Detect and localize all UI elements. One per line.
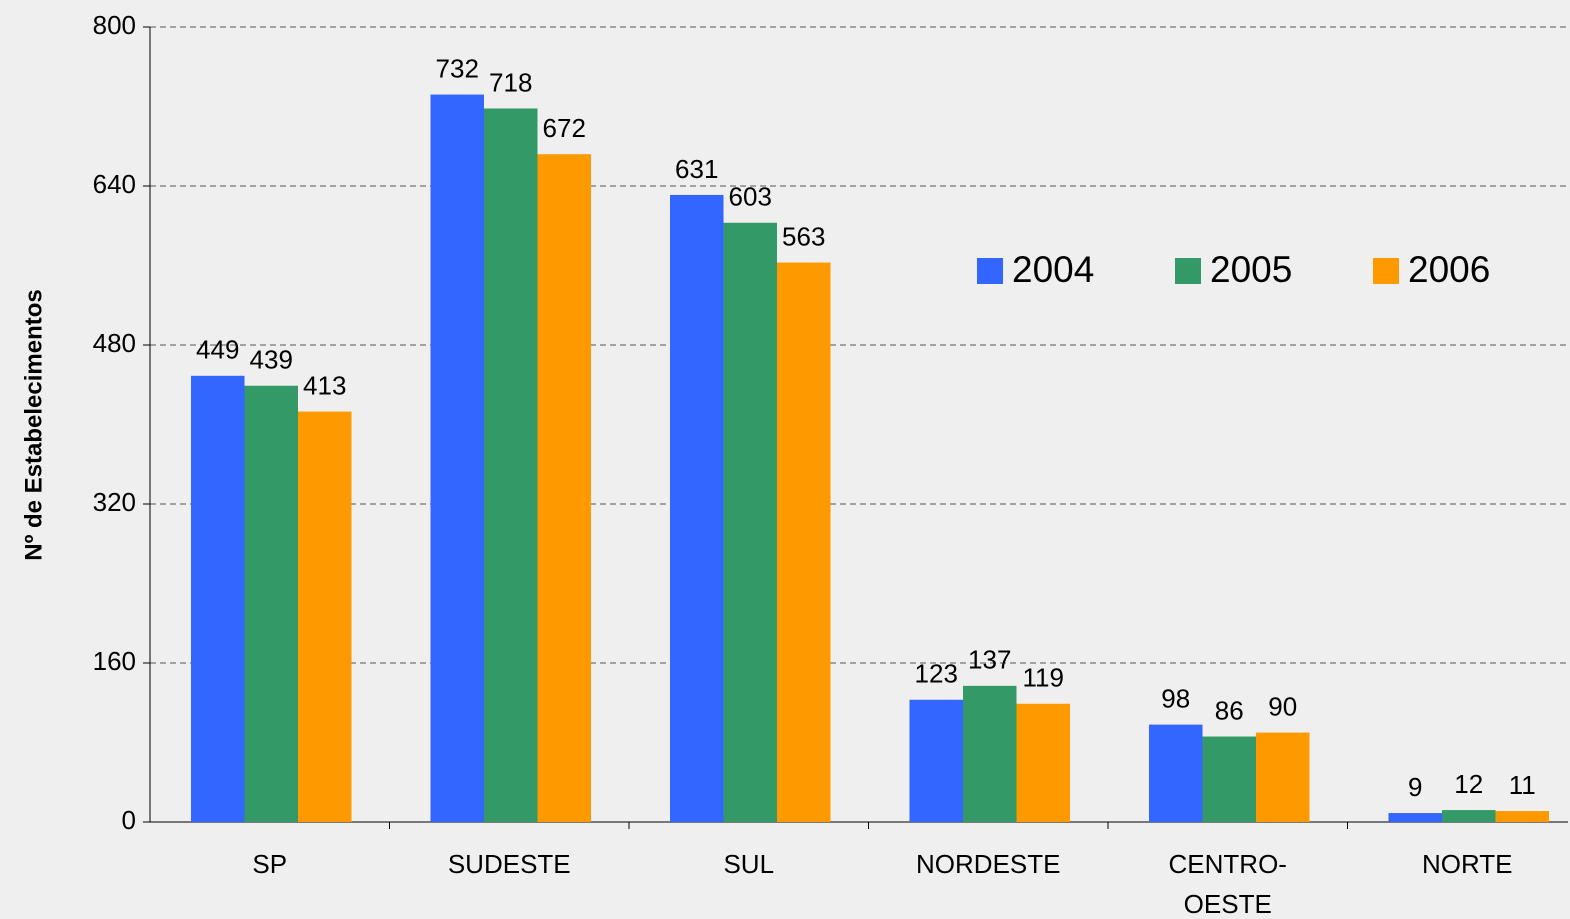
data-label: 11 <box>1509 770 1536 800</box>
bar <box>298 411 352 822</box>
data-label: 563 <box>782 221 825 251</box>
bar <box>1388 813 1442 822</box>
data-label: 449 <box>196 335 239 365</box>
data-label: 718 <box>489 67 532 97</box>
data-label: 9 <box>1408 772 1422 802</box>
data-label: 413 <box>303 370 346 400</box>
y-axis-label: Nº de Estabelecimentos <box>20 289 47 561</box>
x-tick-label: SUL <box>723 849 774 879</box>
legend-label: 2004 <box>1012 249 1094 290</box>
y-tick-label: 480 <box>93 328 136 358</box>
bar <box>723 222 777 823</box>
y-tick-label: 160 <box>93 646 136 676</box>
data-label: 12 <box>1454 769 1483 799</box>
bar <box>1149 724 1203 822</box>
legend-swatch <box>1175 258 1201 284</box>
bar <box>1495 811 1549 822</box>
legend-swatch <box>1373 258 1399 284</box>
y-tick-label: 800 <box>93 10 136 40</box>
x-tick-label: SP <box>252 849 287 879</box>
data-label: 86 <box>1215 695 1244 725</box>
bar <box>430 94 484 822</box>
x-tick-label: NORDESTE <box>916 849 1060 879</box>
data-label: 672 <box>543 113 586 143</box>
bar <box>909 699 963 822</box>
y-tick-label: 320 <box>93 487 136 517</box>
bar <box>1256 732 1310 822</box>
bar <box>1202 736 1256 822</box>
data-label: 123 <box>915 659 958 689</box>
bar <box>963 685 1017 822</box>
data-label: 631 <box>675 154 718 184</box>
data-label: 732 <box>436 53 479 83</box>
x-tick-label: CENTRO-OESTE <box>1169 849 1287 919</box>
bar <box>1442 810 1496 822</box>
data-label: 119 <box>1023 663 1064 693</box>
data-label: 603 <box>729 182 772 212</box>
bar <box>670 194 724 823</box>
bar <box>777 262 831 822</box>
bar <box>537 154 591 822</box>
bar <box>191 375 245 822</box>
data-label: 137 <box>968 645 1011 675</box>
bar <box>1016 703 1070 822</box>
y-tick-label: 0 <box>122 805 136 835</box>
data-label: 90 <box>1268 691 1297 721</box>
x-tick-label: NORTE <box>1422 849 1513 879</box>
legend-swatch <box>977 258 1003 284</box>
y-tick-label: 640 <box>93 169 136 199</box>
bar <box>484 108 538 823</box>
legend-label: 2006 <box>1408 249 1490 290</box>
data-label: 98 <box>1161 683 1190 713</box>
bar <box>244 385 298 822</box>
legend-label: 2005 <box>1210 249 1292 290</box>
x-tick-label: SUDESTE <box>448 849 571 879</box>
data-label: 439 <box>250 345 293 375</box>
